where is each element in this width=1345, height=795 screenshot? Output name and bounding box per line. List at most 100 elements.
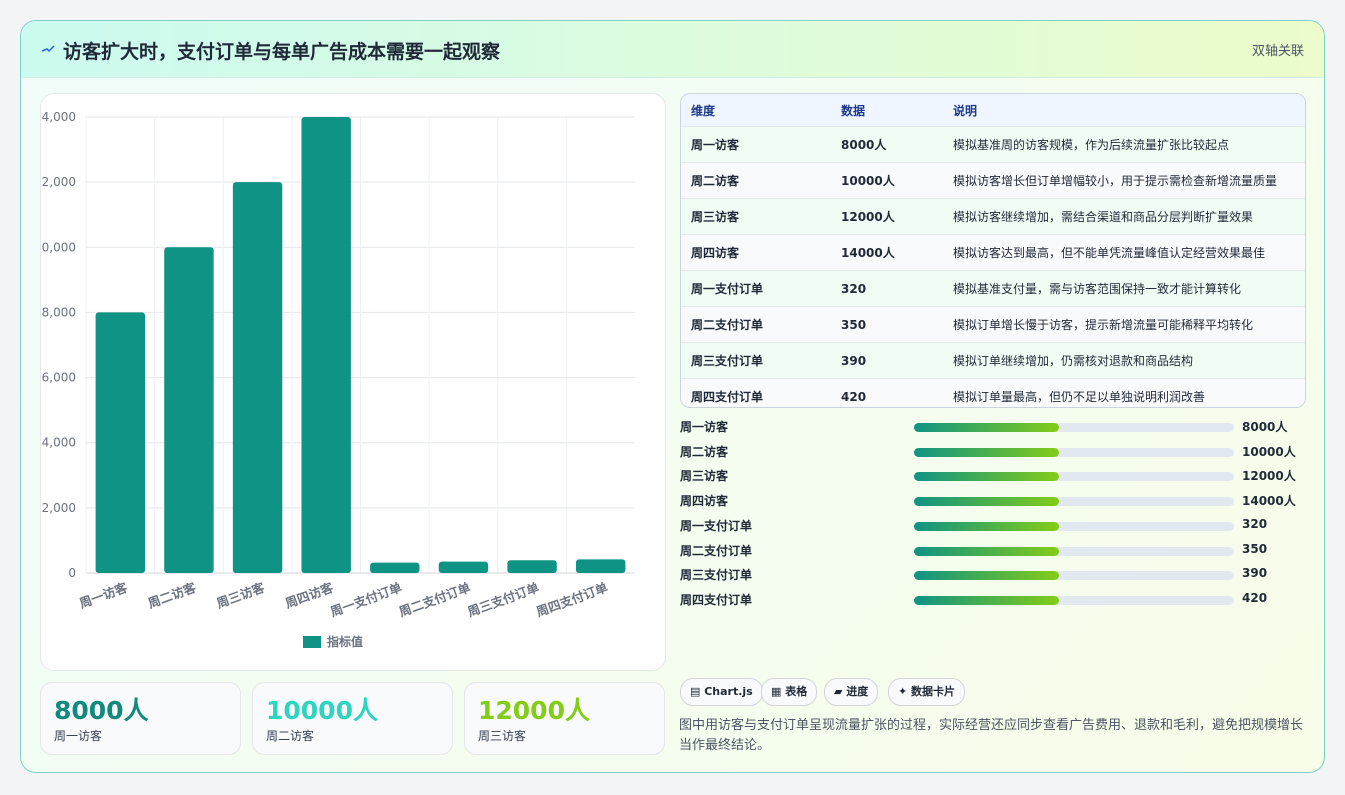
table-row: 周一访客 8000人 模拟基准周的访客规模，作为后续流量扩张比较起点 — [681, 126, 1305, 162]
progress-value: 12000人 — [1242, 469, 1296, 484]
title: 访客扩大时，支付订单与每单广告成本需要一起观察 — [63, 41, 501, 63]
table-cell: 周一支付订单 — [691, 282, 764, 296]
table-row: 周四访客 14000人 模拟访客达到最高，但不能单凭流量峰值认定经营效果最佳 — [681, 234, 1305, 270]
badge: 双轴关联 — [1251, 44, 1304, 59]
progress-value: 320 — [1242, 516, 1268, 531]
bar — [95, 312, 146, 573]
progress-value: 350 — [1242, 541, 1268, 556]
progress-row: 周二支付订单 350 — [680, 542, 1310, 562]
note: 图中用访客与支付订单呈现流量扩张的过程，实际经营还应同步查看广告费用、退款和毛利… — [679, 718, 1304, 753]
table-cell: 8000人 — [841, 138, 887, 152]
x-tick-label: 周三支付订单 — [465, 580, 541, 620]
bar — [301, 117, 351, 573]
progress-row: 周二访客 10000人 — [680, 443, 1310, 463]
progress-fill — [914, 521, 1059, 531]
progress-track — [914, 546, 1234, 556]
tag: ▰ 进度 — [824, 678, 879, 706]
stat-card: 8000人周一访客 — [40, 682, 241, 755]
bar — [507, 560, 557, 573]
dashboard-card: 访客扩大时，支付订单与每单广告成本需要一起观察 双轴关联 0 2,000 4,000… — [20, 20, 1325, 773]
progress-track — [914, 571, 1234, 581]
progress-row: 周三支付订单 390 — [680, 566, 1310, 586]
table-cell: 420 — [841, 389, 867, 404]
progress-label: 周二访客 — [680, 444, 729, 459]
table-cell: 模拟订单继续增加，仍需核对退款和商品结构 — [953, 354, 1194, 368]
stat-label: 周一访客 — [54, 729, 103, 743]
progress-fill — [914, 546, 1059, 556]
stat-card: 10000人周二访客 — [252, 682, 453, 755]
stat-value: 12000人 — [478, 696, 590, 725]
progress-label: 周一访客 — [680, 420, 729, 434]
table: 维度 数据 说明 周一访客 8000人 模拟基准周的访客规模，作为后续流量扩张比较起点 周二… — [680, 93, 1306, 408]
table-cell: 390 — [841, 353, 867, 368]
table-cell: 模拟访客达到最高，但不能单凭流量峰值认定经营效果最佳 — [953, 246, 1266, 260]
progress-fill — [914, 447, 1059, 457]
table-cell: 模拟基准支付量，需与访客范围保持一致才能计算转化 — [953, 282, 1242, 296]
table-row: 周三访客 12000人 模拟访客继续增加，需结合渠道和商品分层判断扩量效果 — [681, 198, 1305, 234]
y-tick-label: 12,000 — [41, 175, 76, 189]
bar — [232, 182, 283, 573]
stat-label: 周二访客 — [266, 729, 315, 743]
header: 访客扩大时，支付订单与每单广告成本需要一起观察 双轴关联 — [21, 21, 1324, 78]
table-cell: 模拟基准周的访客规模，作为后续流量扩张比较起点 — [953, 138, 1230, 152]
stat-value: 8000人 — [54, 696, 149, 725]
progress-row: 周四支付订单 420 — [680, 591, 1310, 611]
table-header: 维度 数据 说明 — [681, 94, 1305, 126]
progress-value: 390 — [1242, 566, 1268, 581]
progress-fill — [914, 571, 1059, 581]
tag: ✦ 数据卡片 — [888, 678, 966, 706]
progress-fill — [914, 423, 1059, 432]
progress-fill — [914, 595, 1059, 605]
stat-value: 10000人 — [266, 696, 378, 725]
x-tick-label: 周三访客 — [214, 580, 267, 611]
legend-swatch — [303, 636, 321, 648]
progress-label: 周三访客 — [680, 469, 729, 484]
y-tick-label: 14,000 — [41, 110, 76, 124]
progress-label: 周四支付订单 — [680, 592, 753, 607]
progress-value: 420 — [1242, 590, 1268, 605]
y-tick-label: 6,000 — [42, 371, 76, 385]
progress-value: 8000人 — [1242, 420, 1288, 434]
table-cell: 320 — [841, 281, 867, 296]
progress-fill — [914, 472, 1059, 482]
table-cell: 350 — [841, 317, 867, 332]
legend-label: 指标值 — [327, 634, 363, 649]
x-tick-label: 周二支付订单 — [397, 580, 473, 620]
chart: 0 2,000 4,000 6,000 8,000 10,000 12,000 14,000 周… — [34, 110, 635, 649]
progress-row: 周一支付订单 320 — [680, 517, 1310, 537]
y-tick-label: 4,000 — [42, 436, 76, 450]
progress-track — [914, 447, 1234, 457]
bar — [164, 247, 214, 574]
x-tick-label: 周一支付订单 — [328, 580, 404, 620]
progress-value: 10000人 — [1242, 444, 1296, 459]
x-tick-label: 周一访客 — [77, 580, 130, 611]
bar — [575, 559, 626, 573]
progress-track — [914, 423, 1234, 432]
table-row: 周三支付订单 390 模拟订单继续增加，仍需核对退款和商品结构 — [681, 342, 1305, 378]
progress-track — [914, 497, 1234, 507]
y-tick-label: 10,000 — [41, 240, 76, 254]
table-cell: 14000人 — [841, 246, 895, 260]
table-cell: 模拟订单增长慢于访客，提示新增流量可能稀释平均转化 — [953, 318, 1254, 332]
column-header: 说明 — [953, 103, 978, 118]
y-tick-label: 0 — [68, 566, 76, 580]
table-row: 周一支付订单 320 模拟基准支付量，需与访客范围保持一致才能计算转化 — [681, 270, 1305, 306]
progress-label: 周三支付订单 — [680, 568, 753, 583]
table-row: 周二支付订单 350 模拟订单增长慢于访客，提示新增流量可能稀释平均转化 — [681, 306, 1305, 342]
tag: ▦ 表格 — [761, 678, 818, 706]
stat-label: 周三访客 — [478, 729, 527, 743]
table-cell: 模拟访客增长但订单增幅较小，用于提示需检查新增流量质量 — [953, 174, 1278, 188]
bar — [438, 561, 489, 573]
table-row: 周四支付订单 420 模拟订单量最高，但仍不足以单独说明利润改善 — [681, 378, 1305, 407]
progress-row: 周三访客 12000人 — [680, 467, 1310, 487]
table-cell: 周三支付订单 — [691, 354, 764, 368]
stat-card: 12000人周三访客 — [464, 682, 665, 755]
progress-value: 14000人 — [1242, 494, 1296, 509]
progress-row: 周四访客 14000人 — [680, 492, 1310, 512]
column-header: 数据 — [841, 103, 866, 118]
progress-label: 周二支付订单 — [680, 543, 753, 558]
table-row: 周二访客 10000人 模拟访客增长但订单增幅较小，用于提示需检查新增流量质量 — [681, 162, 1305, 198]
tag: ▤ Chart.js — [680, 678, 763, 706]
table-cell: 模拟订单量最高，但仍不足以单独说明利润改善 — [953, 390, 1206, 404]
